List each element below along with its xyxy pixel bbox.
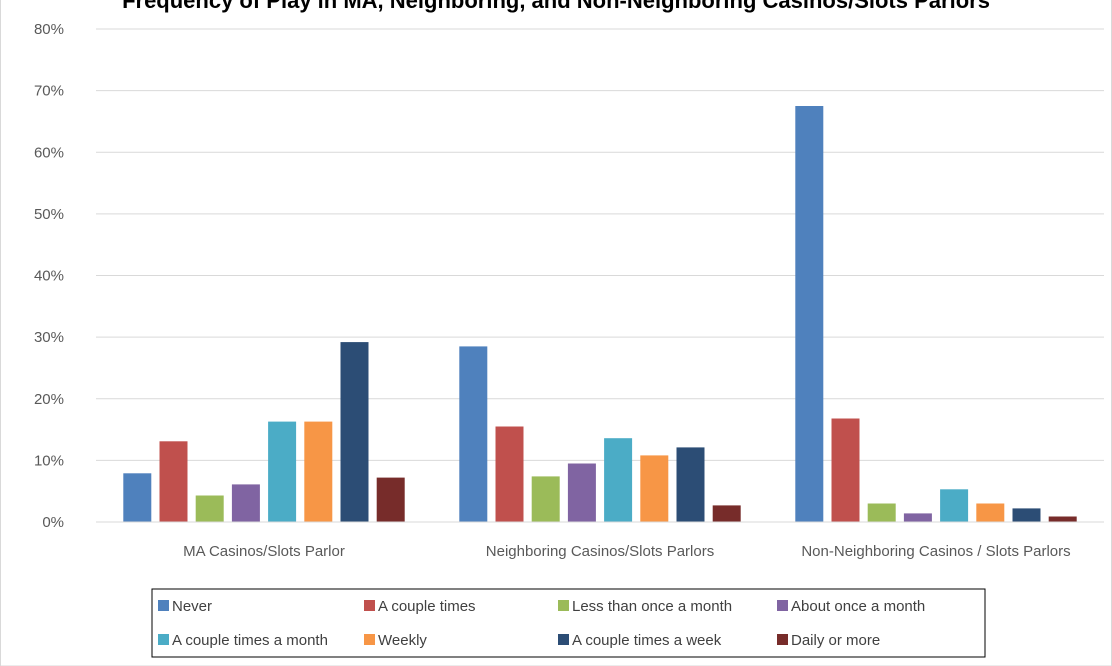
legend-swatch (777, 634, 788, 645)
bar (795, 106, 824, 522)
x-axis-category-labels: MA Casinos/Slots Parlor Neighboring Casin… (183, 543, 1071, 560)
y-tick-label: 60% (34, 144, 64, 161)
legend-swatch (158, 634, 169, 645)
y-tick-label: 20% (34, 391, 64, 408)
bar (867, 503, 896, 522)
bar (604, 438, 633, 522)
bar (231, 484, 260, 522)
legend-label: A couple times a month (172, 632, 328, 649)
legend-label: A couple times (378, 598, 476, 615)
bars (123, 106, 1077, 522)
legend-label: Daily or more (791, 632, 880, 649)
chart-title: Frequency of Play in MA, Neighboring, an… (122, 0, 990, 13)
x-category-label: Neighboring Casinos/Slots Parlors (486, 543, 714, 560)
bar (831, 418, 860, 522)
bar (159, 441, 188, 522)
legend-swatch (777, 600, 788, 611)
legend-label: Weekly (378, 632, 427, 649)
bar (1012, 508, 1041, 522)
legend-label: Less than once a month (572, 598, 732, 615)
bar (640, 455, 669, 522)
y-tick-label: 10% (34, 452, 64, 469)
legend-swatch (558, 600, 569, 611)
bar (340, 342, 369, 522)
bar (531, 476, 560, 522)
legend-swatch (364, 634, 375, 645)
bar (976, 503, 1005, 522)
x-category-label: MA Casinos/Slots Parlor (183, 543, 345, 560)
legend-label: Never (172, 598, 212, 615)
legend-label: About once a month (791, 598, 925, 615)
bar (940, 489, 969, 522)
bar (495, 426, 524, 522)
bar (304, 421, 333, 522)
legend-swatch (158, 600, 169, 611)
x-category-label: Non-Neighboring Casinos / Slots Parlors (801, 543, 1070, 560)
bar (712, 505, 741, 522)
bar (1048, 516, 1077, 522)
legend-swatch (558, 634, 569, 645)
y-tick-label: 70% (34, 83, 64, 100)
y-tick-label: 30% (34, 329, 64, 346)
bar (567, 463, 596, 522)
y-tick-label: 50% (34, 206, 64, 223)
y-axis-tick-labels: 0% 10% 20% 30% 40% 50% 60% 70% 80% (34, 21, 64, 531)
bar (123, 473, 152, 522)
bar (376, 477, 405, 522)
bar (676, 447, 705, 522)
legend-label: A couple times a week (572, 632, 722, 649)
y-tick-label: 40% (34, 268, 64, 285)
legend: Never A couple times Less than once a mont… (158, 598, 925, 649)
y-tick-label: 0% (42, 514, 64, 531)
bar (195, 495, 224, 522)
y-tick-label: 80% (34, 21, 64, 38)
bar (903, 513, 932, 522)
bar (459, 346, 488, 522)
legend-swatch (364, 600, 375, 611)
gridlines (96, 28, 1104, 461)
bar (268, 421, 297, 522)
